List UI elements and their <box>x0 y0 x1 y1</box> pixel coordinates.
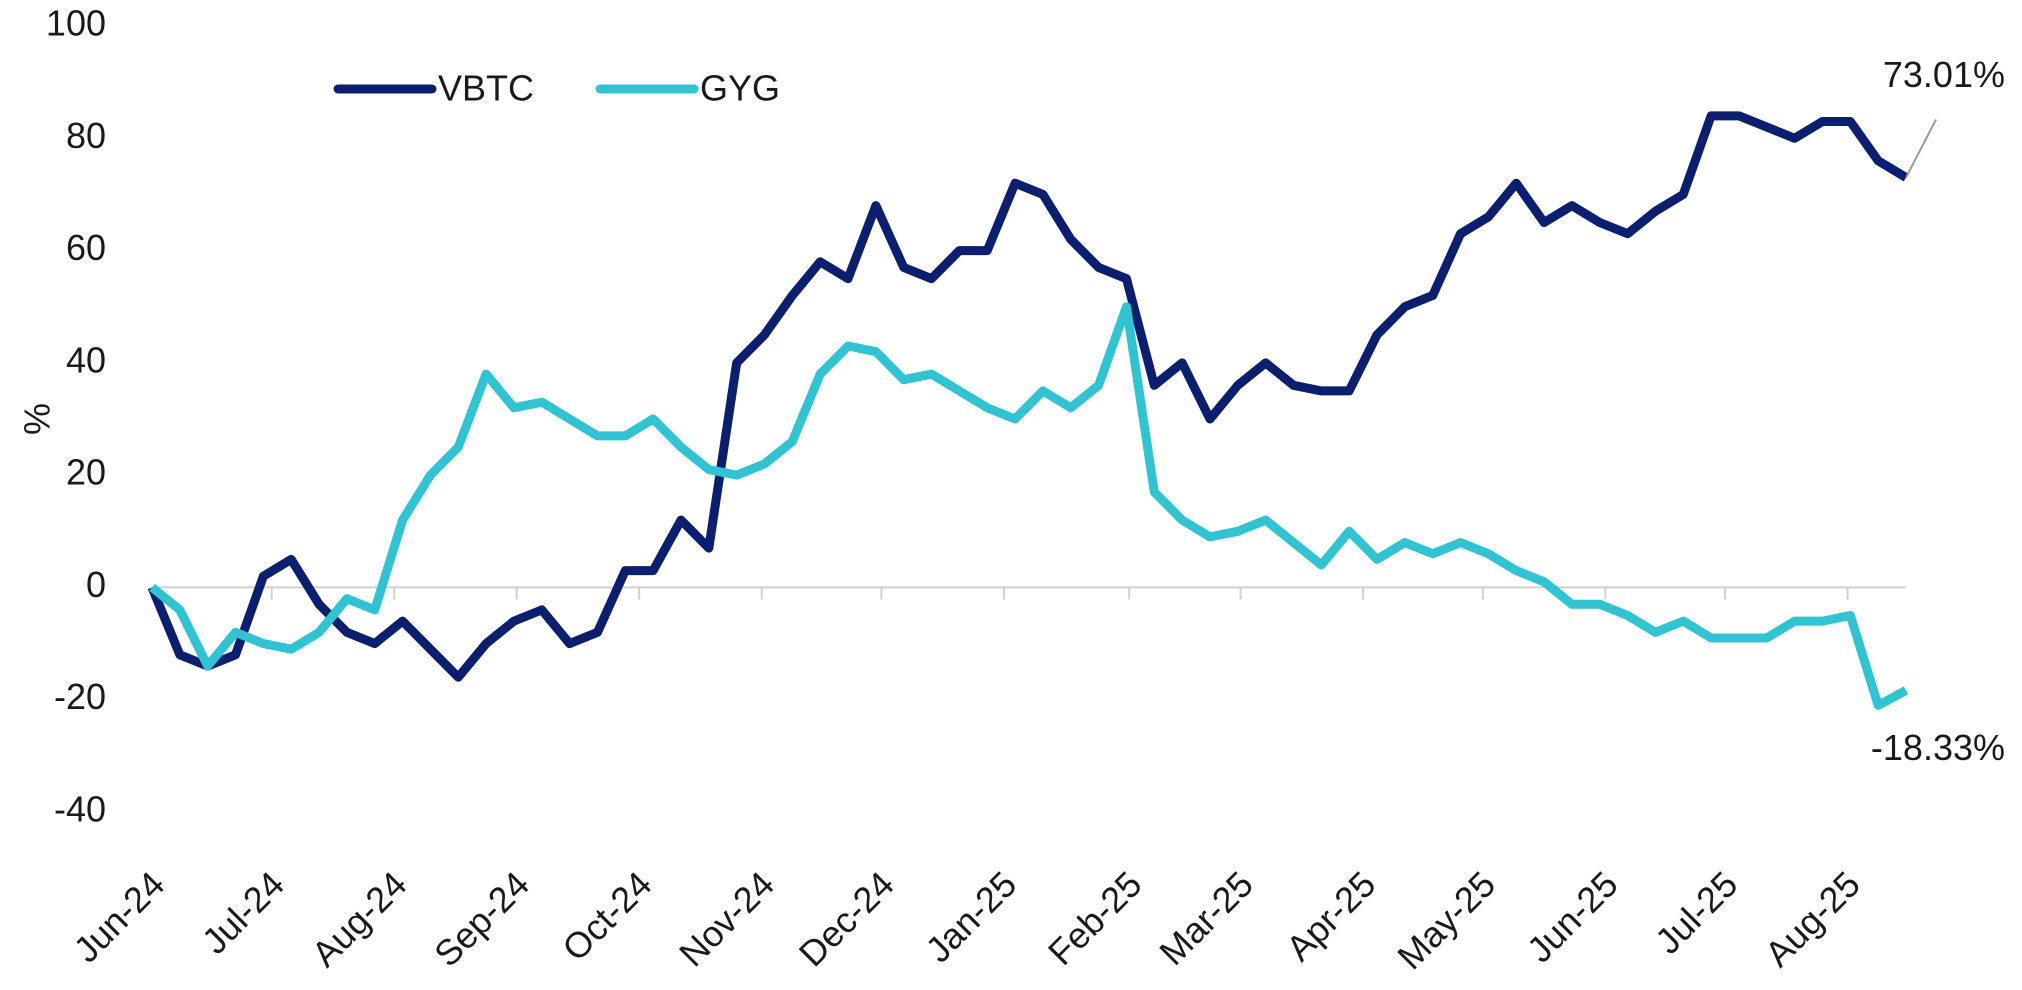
x-tick-label: Jan-25 <box>917 863 1024 970</box>
x-tick-label: Jun-25 <box>1519 863 1626 970</box>
y-tick-label: -40 <box>54 789 106 830</box>
x-tick-label: Jul-24 <box>194 863 292 961</box>
x-tick-label: Feb-25 <box>1040 863 1150 973</box>
legend-label: GYG <box>700 68 780 109</box>
x-tick-label: Aug-24 <box>304 863 415 974</box>
legend-label: VBTC <box>438 68 534 109</box>
x-tick-label: Jun-24 <box>66 863 173 970</box>
end-label: -18.33% <box>1871 727 2005 768</box>
series-line <box>149 302 1909 710</box>
x-tick-label: Apr-25 <box>1278 863 1383 968</box>
end-label: 73.01% <box>1883 54 2005 95</box>
series-line <box>147 111 1909 682</box>
y-tick-label: 100 <box>46 3 106 44</box>
y-tick-label: 0 <box>86 564 106 605</box>
y-tick-label: 80 <box>66 115 106 156</box>
x-tick-label: Sep-24 <box>426 863 537 974</box>
y-tick-label: 40 <box>66 339 106 380</box>
y-tick-label: 20 <box>66 452 106 493</box>
x-tick-label: Oct-24 <box>554 863 659 968</box>
x-tick-label: Jul-25 <box>1647 863 1745 961</box>
x-tick-label: Nov-24 <box>671 863 782 974</box>
y-axis-label: % <box>17 403 58 435</box>
x-tick-label: Aug-25 <box>1757 863 1868 974</box>
y-tick-label: 60 <box>66 227 106 268</box>
y-tick-label: -20 <box>54 676 106 717</box>
x-tick-label: Dec-24 <box>791 863 902 974</box>
x-tick-label: Mar-25 <box>1151 863 1261 973</box>
x-tick-label: May-25 <box>1389 863 1503 977</box>
leader-line <box>1905 119 1937 178</box>
